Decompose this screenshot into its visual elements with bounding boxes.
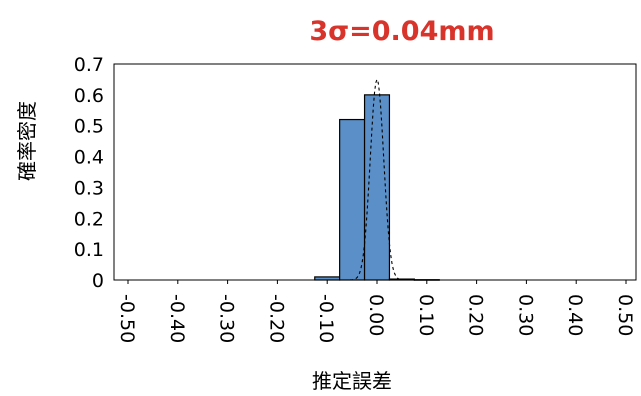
x-tick-label: 0.30 bbox=[514, 294, 536, 336]
x-tick-label: 0.00 bbox=[365, 294, 387, 336]
y-ticks-group: 0 0.1 0.2 0.3 0.4 0.5 0.6 0.7 bbox=[74, 54, 104, 292]
chart-title: 3σ=0.04mm bbox=[309, 16, 494, 47]
x-axis-label: 推定誤差 bbox=[312, 369, 392, 393]
x-tick-label: -0.50 bbox=[116, 294, 138, 343]
x-ticks-group: -0.50 -0.40 -0.30 -0.20 -0.10 0.00 0.10 0.20 0.3… bbox=[116, 280, 636, 343]
y-tick-label: 0.5 bbox=[74, 116, 104, 138]
x-tick-label: -0.10 bbox=[315, 294, 337, 343]
y-tick-label: 0.2 bbox=[74, 208, 104, 230]
x-tick-label: 0.40 bbox=[564, 294, 586, 336]
x-tick-label: -0.20 bbox=[265, 294, 287, 343]
y-tick-label: 0.6 bbox=[74, 85, 104, 107]
x-tick-label: 0.10 bbox=[415, 294, 437, 336]
y-tick-label: 0.3 bbox=[74, 177, 104, 199]
y-tick-label: 0.1 bbox=[74, 239, 104, 261]
y-tick-label: 0.7 bbox=[74, 54, 104, 76]
x-tick-label: 0.50 bbox=[614, 294, 636, 336]
histogram-bar bbox=[363, 94, 391, 281]
x-tick-label: 0.20 bbox=[465, 294, 487, 336]
y-axis-label: 確率密度 bbox=[15, 101, 39, 181]
y-tick-label: 0 bbox=[92, 270, 104, 292]
bars-group bbox=[314, 94, 440, 281]
y-tick-label: 0.4 bbox=[74, 147, 104, 169]
x-tick-label: -0.40 bbox=[166, 294, 188, 343]
x-tick-label: -0.30 bbox=[216, 294, 238, 343]
histogram-bar bbox=[339, 118, 366, 281]
